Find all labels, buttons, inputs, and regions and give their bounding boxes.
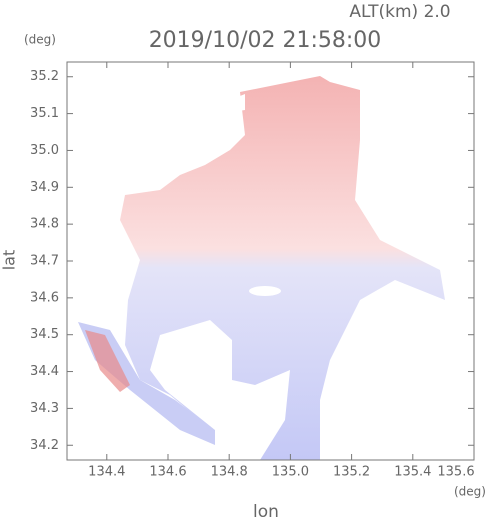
y-tick-label: 34.8 [30, 217, 59, 232]
y-tick-label: 34.4 [30, 364, 59, 379]
x-tick-label: 134.4 [88, 465, 125, 480]
x-tick-label: 135.2 [333, 465, 370, 480]
x-axis-label: lon [253, 502, 279, 521]
x-tick-label: 134.8 [211, 465, 248, 480]
x-tick-label: 135.0 [272, 465, 309, 480]
y-tick-label: 34.3 [30, 401, 59, 416]
y-tick-label: 34.5 [30, 327, 59, 342]
velocity-patch [85, 330, 130, 392]
y-tick-label: 35.0 [30, 143, 59, 158]
y-tick-label: 34.9 [30, 180, 59, 195]
altitude-label: ALT(km) 2.0 [349, 2, 450, 22]
x-tick-label: 135.4 [394, 465, 431, 480]
y-tick-label: 34.2 [30, 438, 59, 453]
x-tick-label: 134.6 [149, 465, 186, 480]
chart-title: 2019/10/02 21:58:00 [149, 28, 382, 53]
y-tick-label: 35.1 [30, 106, 59, 121]
no-data [150, 320, 290, 460]
y-tick-label: 35.2 [30, 69, 59, 84]
no-data [230, 94, 245, 112]
x-unit: (deg) [454, 485, 486, 499]
y-tick-label: 34.7 [30, 254, 59, 269]
x-tick-label: 135.6 [437, 465, 474, 480]
no-data [249, 286, 281, 296]
velocity-field [78, 76, 445, 460]
y-tick-label: 34.6 [30, 290, 59, 305]
y-axis-label: lat [0, 250, 19, 271]
y-unit: (deg) [24, 33, 56, 47]
